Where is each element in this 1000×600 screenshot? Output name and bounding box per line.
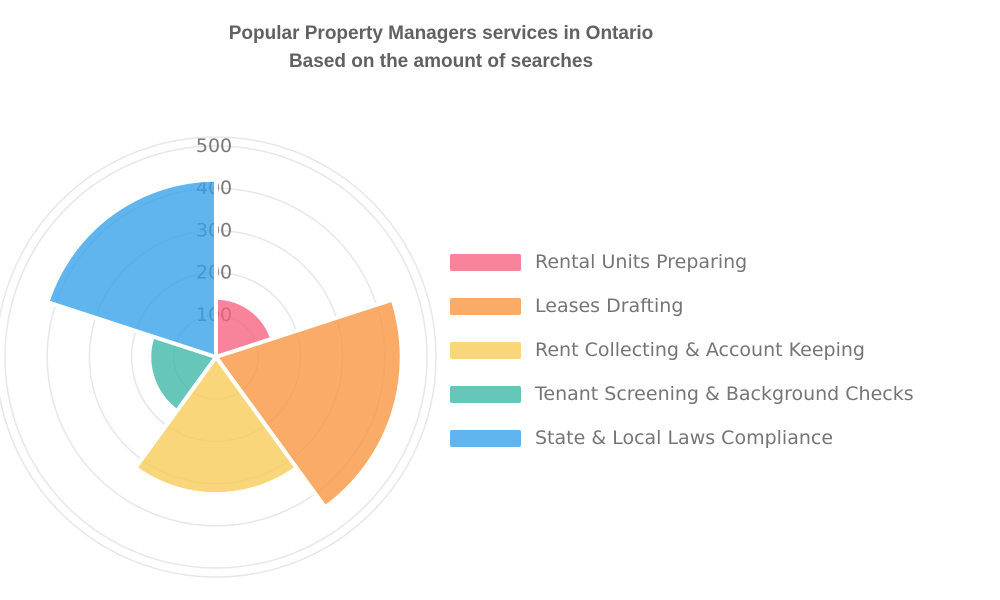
legend-label: State & Local Laws Compliance (535, 427, 834, 449)
sector-leases-drafting[interactable] (214, 297, 404, 510)
legend-swatch (450, 429, 521, 447)
legend-item-tenant-screening-background-checks[interactable]: Tenant Screening & Background Checks (450, 372, 914, 416)
grid-outer-circle (0, 136, 437, 578)
sector-tenant-screening-background-checks[interactable] (147, 334, 218, 413)
legend-label: Leases Drafting (535, 295, 684, 317)
legend-swatch (450, 253, 521, 271)
legend-item-state-local-laws-compliance[interactable]: State & Local Laws Compliance (450, 416, 914, 460)
legend-item-rental-units-preparing[interactable]: Rental Units Preparing (450, 240, 914, 284)
r-axis-label-500: 500 (196, 135, 232, 157)
grid-ring-500 (4, 145, 428, 569)
legend-item-rent-collecting-account-keeping[interactable]: Rent Collecting & Account Keeping (450, 328, 914, 372)
chart-title-block: Popular Property Managers services in On… (0, 20, 882, 76)
legend: Rental Units Preparing Leases Drafting Ren… (450, 240, 914, 460)
chart-title: Popular Property Managers services in On… (228, 23, 654, 44)
legend-swatch (450, 297, 521, 315)
sector-state-local-laws-compliance[interactable] (45, 177, 218, 359)
legend-label: Tenant Screening & Background Checks (535, 383, 914, 405)
legend-item-leases-drafting[interactable]: Leases Drafting (450, 284, 914, 328)
sector-rent-collecting-account-keeping[interactable] (133, 355, 299, 497)
chart-subtitle: Based on the amount of searches (288, 51, 594, 72)
legend-swatch (450, 341, 521, 359)
legend-swatch (450, 385, 521, 403)
legend-label: Rent Collecting & Account Keeping (535, 339, 865, 361)
legend-label: Rental Units Preparing (535, 251, 748, 273)
